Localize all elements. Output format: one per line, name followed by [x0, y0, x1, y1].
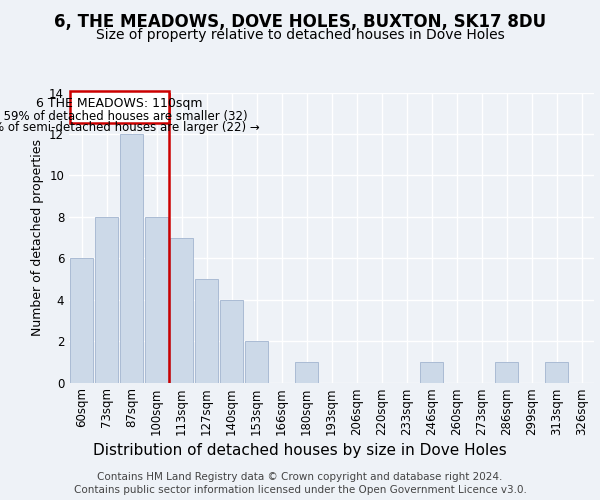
- Bar: [545, 362, 568, 382]
- Bar: [419, 362, 443, 382]
- Text: Contains public sector information licensed under the Open Government Licence v3: Contains public sector information licen…: [74, 485, 526, 495]
- Text: Size of property relative to detached houses in Dove Holes: Size of property relative to detached ho…: [95, 28, 505, 42]
- Text: 6 THE MEADOWS: 110sqm: 6 THE MEADOWS: 110sqm: [36, 98, 203, 110]
- Bar: [119, 134, 143, 382]
- Bar: [145, 217, 169, 382]
- Bar: [295, 362, 319, 382]
- Bar: [170, 238, 193, 382]
- Y-axis label: Number of detached properties: Number of detached properties: [31, 139, 44, 336]
- FancyBboxPatch shape: [70, 92, 169, 122]
- Text: 41% of semi-detached houses are larger (22) →: 41% of semi-detached houses are larger (…: [0, 122, 260, 134]
- Bar: [70, 258, 94, 382]
- Text: 6, THE MEADOWS, DOVE HOLES, BUXTON, SK17 8DU: 6, THE MEADOWS, DOVE HOLES, BUXTON, SK17…: [54, 12, 546, 30]
- Bar: [95, 217, 118, 382]
- Bar: [245, 341, 268, 382]
- Bar: [194, 279, 218, 382]
- Text: Distribution of detached houses by size in Dove Holes: Distribution of detached houses by size …: [93, 442, 507, 458]
- Bar: [220, 300, 244, 382]
- Text: Contains HM Land Registry data © Crown copyright and database right 2024.: Contains HM Land Registry data © Crown c…: [97, 472, 503, 482]
- Text: ← 59% of detached houses are smaller (32): ← 59% of detached houses are smaller (32…: [0, 110, 248, 122]
- Bar: [494, 362, 518, 382]
